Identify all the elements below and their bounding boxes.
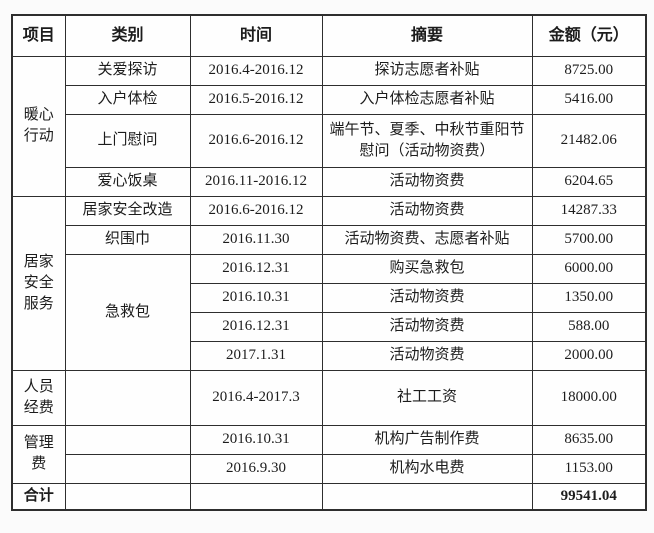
empty-category-cell bbox=[64, 482, 191, 511]
summary-cell: 入户体检志愿者补贴 bbox=[321, 84, 533, 115]
funding-summary-table: 项目 类别 时间 摘要 金额（元） 暖心 行动 关爱探访 2016.4-2016… bbox=[11, 14, 647, 511]
category-cell: 居家安全改造 bbox=[64, 195, 191, 226]
total-label-cell: 合计 bbox=[11, 482, 66, 511]
table-row: 2016.9.30 机构水电费 1153.00 bbox=[12, 453, 647, 484]
summary-cell: 活动物资费 bbox=[321, 195, 533, 226]
summary-cell: 机构水电费 bbox=[321, 453, 533, 484]
table-row: 居家 安全 服务 居家安全改造 2016.6-2016.12 活动物资费 142… bbox=[11, 195, 647, 371]
empty-summary-cell bbox=[321, 482, 533, 511]
project-cell-warm-action: 暖心 行动 bbox=[11, 55, 66, 197]
summary-cell: 活动物资费 bbox=[321, 282, 533, 313]
table-row: 人员 经费 2016.4-2017.3 社工工资 18000.00 bbox=[11, 369, 647, 426]
summary-cell: 活动物资费、志愿者补贴 bbox=[321, 224, 533, 255]
table-row: 暖心 行动 关爱探访 2016.4-2016.12 探访志愿者补贴 8725.0… bbox=[11, 55, 647, 197]
amount-cell: 1350.00 bbox=[531, 282, 647, 313]
time-cell: 2017.1.31 bbox=[189, 340, 323, 371]
col-header-project: 项目 bbox=[11, 14, 66, 57]
amount-cell: 8725.00 bbox=[531, 55, 647, 86]
amount-cell: 6000.00 bbox=[531, 253, 647, 284]
summary-cell: 机构广告制作费 bbox=[321, 424, 533, 455]
time-cell: 2016.12.31 bbox=[189, 253, 323, 284]
col-header-time: 时间 bbox=[189, 14, 323, 57]
category-cell-first-aid-kit: 急救包 bbox=[64, 253, 191, 371]
amount-cell: 588.00 bbox=[531, 311, 647, 342]
time-cell: 2016.4-2016.12 bbox=[189, 55, 323, 86]
table-total-row: 合计 99541.04 bbox=[11, 482, 647, 511]
summary-cell: 活动物资费 bbox=[321, 311, 533, 342]
time-cell: 2016.11.30 bbox=[189, 224, 323, 255]
time-cell: 2016.4-2017.3 bbox=[189, 369, 323, 426]
amount-cell: 18000.00 bbox=[531, 369, 647, 426]
category-cell: 爱心饭桌 bbox=[64, 166, 191, 197]
amount-cell: 5700.00 bbox=[531, 224, 647, 255]
table-row: 管理 费 2016.10.31 机构广告制作费 8635.00 bbox=[11, 424, 647, 484]
amount-cell: 8635.00 bbox=[531, 424, 647, 455]
category-cell: 织围巾 bbox=[64, 224, 191, 255]
total-amount-cell: 99541.04 bbox=[531, 482, 647, 511]
time-cell: 2016.11-2016.12 bbox=[189, 166, 323, 197]
empty-category-cell bbox=[64, 369, 191, 426]
amount-cell: 5416.00 bbox=[531, 84, 647, 115]
time-cell: 2016.5-2016.12 bbox=[189, 84, 323, 115]
summary-cell: 端午节、夏季、中秋节重阳节慰问（活动物资费） bbox=[321, 113, 533, 168]
category-cell: 上门慰问 bbox=[64, 113, 191, 168]
table-header-row: 项目 类别 时间 摘要 金额（元） bbox=[11, 14, 647, 57]
table-row: 2016.12.31 活动物资费 588.00 bbox=[12, 311, 647, 342]
amount-cell: 1153.00 bbox=[531, 453, 647, 484]
table-row: 2016.10.31 活动物资费 1350.00 bbox=[12, 282, 647, 313]
project-cell-management: 管理 费 bbox=[11, 424, 66, 484]
time-cell: 2016.10.31 bbox=[189, 282, 323, 313]
table-row: 急救包 2016.12.31 购买急救包 6000.00 bbox=[12, 253, 647, 371]
col-header-category: 类别 bbox=[64, 14, 191, 57]
project-cell-personnel: 人员 经费 bbox=[11, 369, 66, 426]
table-row: 爱心饭桌 2016.11-2016.12 活动物资费 6204.65 bbox=[12, 166, 647, 197]
table-row: 织围巾 2016.11.30 活动物资费、志愿者补贴 5700.00 bbox=[12, 224, 647, 255]
time-cell: 2016.6-2016.12 bbox=[189, 113, 323, 168]
summary-cell: 购买急救包 bbox=[321, 253, 533, 284]
empty-time-cell bbox=[189, 482, 323, 511]
amount-cell: 21482.06 bbox=[531, 113, 647, 168]
category-cell: 入户体检 bbox=[64, 84, 191, 115]
summary-cell: 活动物资费 bbox=[321, 340, 533, 371]
table-row: 2017.1.31 活动物资费 2000.00 bbox=[12, 340, 647, 371]
category-cell: 关爱探访 bbox=[64, 55, 191, 86]
empty-category-cell bbox=[64, 453, 191, 484]
empty-category-cell bbox=[64, 424, 191, 455]
time-cell: 2016.9.30 bbox=[189, 453, 323, 484]
amount-cell: 2000.00 bbox=[531, 340, 647, 371]
summary-cell: 社工工资 bbox=[321, 369, 533, 426]
summary-cell: 探访志愿者补贴 bbox=[321, 55, 533, 86]
table-row: 入户体检 2016.5-2016.12 入户体检志愿者补贴 5416.00 bbox=[12, 84, 647, 115]
project-cell-home-safety: 居家 安全 服务 bbox=[11, 195, 66, 371]
table-row: 上门慰问 2016.6-2016.12 端午节、夏季、中秋节重阳节慰问（活动物资… bbox=[12, 113, 647, 168]
col-header-summary: 摘要 bbox=[321, 14, 533, 57]
time-cell: 2016.10.31 bbox=[189, 424, 323, 455]
amount-cell: 14287.33 bbox=[531, 195, 647, 226]
time-cell: 2016.6-2016.12 bbox=[189, 195, 323, 226]
time-cell: 2016.12.31 bbox=[189, 311, 323, 342]
summary-cell: 活动物资费 bbox=[321, 166, 533, 197]
amount-cell: 6204.65 bbox=[531, 166, 647, 197]
col-header-amount: 金额（元） bbox=[531, 14, 647, 57]
